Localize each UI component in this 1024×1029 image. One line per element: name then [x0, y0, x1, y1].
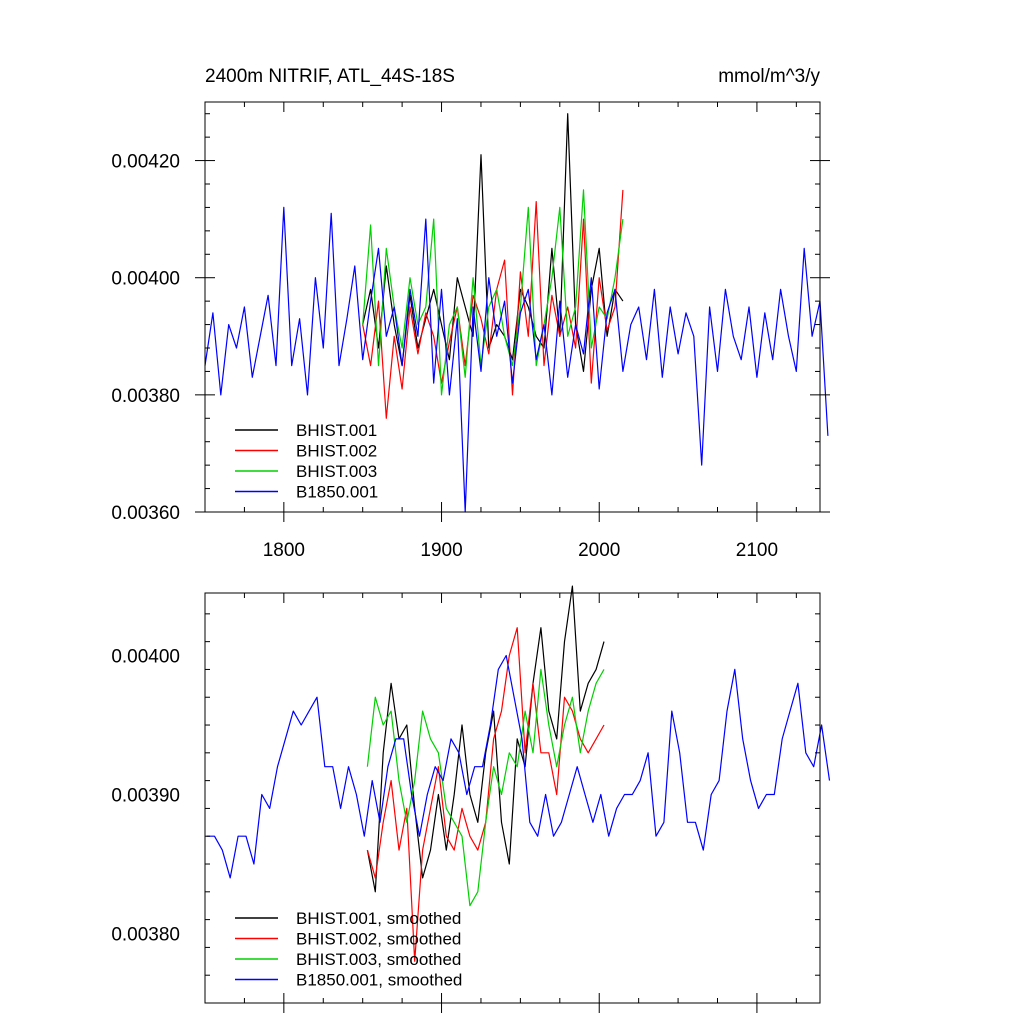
y-tick-label: 0.00420	[111, 152, 180, 173]
top-axis-ticks: 1800 1900 2000 2100 0.00360 0.00380 0.00400 0.0…	[111, 102, 830, 561]
legend-label: BHIST.003, smoothed	[296, 950, 461, 969]
bottom-panel: 0.00380 0.00390 0.00400 BHIST.001, smoothe…	[111, 585, 831, 1013]
series-line-bhist-003	[362, 189, 624, 396]
series-line-b1850-001	[206, 654, 831, 879]
legend-label: B1850.001	[296, 483, 378, 502]
top-plot-frame	[204, 101, 821, 513]
series-line-bhist-002	[362, 189, 624, 419]
series-line-bhist-001	[362, 113, 624, 372]
x-tick-label: 2100	[736, 540, 778, 561]
bottom-legend: BHIST.001, smoothed BHIST.002, smoothedBH…	[235, 909, 462, 990]
y-tick-label: 0.00400	[111, 647, 180, 668]
series-line-bhist-003	[366, 668, 605, 907]
legend-label: BHIST.003	[296, 462, 377, 481]
y-tick-label: 0.00400	[111, 269, 180, 290]
legend-label: BHIST.001	[296, 421, 377, 440]
bottom-series-group	[206, 585, 831, 962]
top-panel-units: mmol/m^3/y	[718, 66, 820, 87]
bottom-plot-frame	[204, 592, 821, 1004]
bottom-axis-ticks: 0.00380 0.00390 0.00400	[111, 593, 820, 1013]
x-tick-label: 2000	[578, 540, 620, 561]
x-tick-label: 1800	[263, 540, 305, 561]
legend-label: B1850.001, smoothed	[296, 971, 462, 990]
top-panel-title: 2400m NITRIF, ATL_44S-18S	[205, 66, 455, 87]
legend-label: BHIST.002, smoothed	[296, 930, 461, 949]
x-tick-label: 1900	[420, 540, 462, 561]
y-tick-label: 0.00360	[111, 503, 180, 524]
y-tick-label: 0.00380	[111, 925, 180, 946]
y-tick-label: 0.00380	[111, 386, 180, 407]
y-tick-label: 0.00390	[111, 786, 180, 807]
top-panel: 2400m NITRIF, ATL_44S-18S mmol/m^3/y 180…	[111, 66, 830, 561]
legend-label: BHIST.002	[296, 442, 377, 461]
legend-label: BHIST.001, smoothed	[296, 909, 461, 928]
top-series-group	[204, 113, 829, 513]
series-line-b1850-001	[204, 206, 829, 513]
